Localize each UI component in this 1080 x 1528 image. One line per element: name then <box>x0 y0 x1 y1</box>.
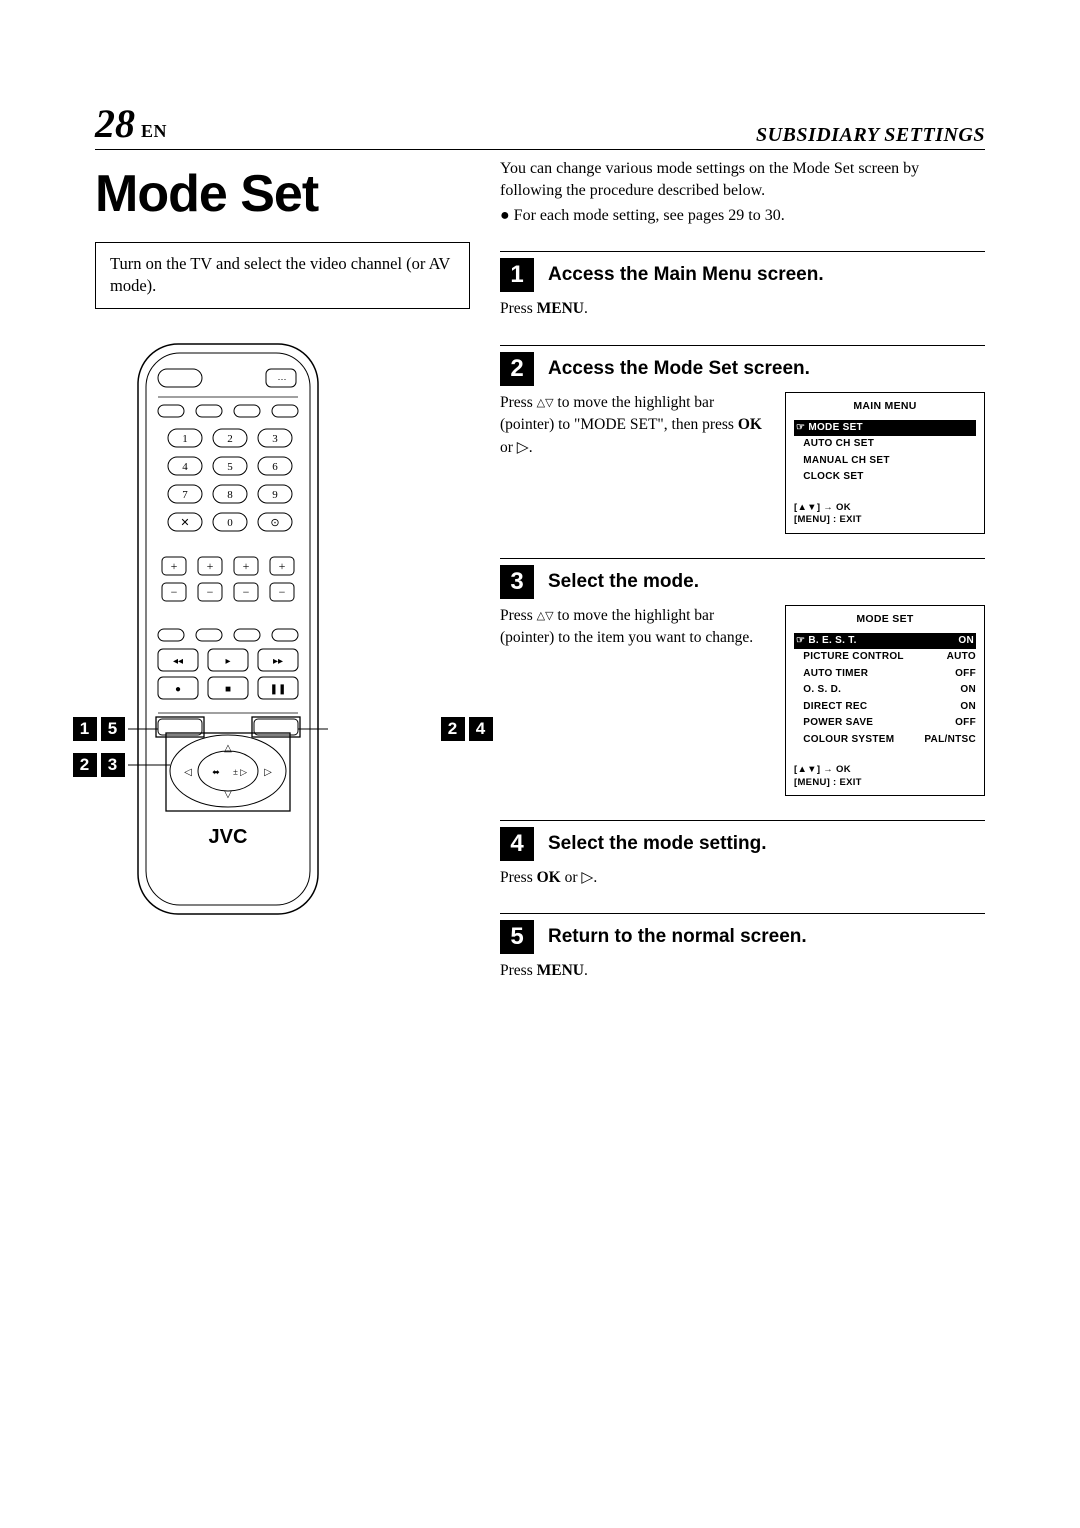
step-number: 4 <box>500 827 534 861</box>
step-text: Press MENU. <box>500 960 985 982</box>
page-header: 28 EN SUBSIDIARY SETTINGS <box>95 100 985 150</box>
callout-num: 1 <box>73 717 97 741</box>
section-title: SUBSIDIARY SETTINGS <box>756 124 985 147</box>
right-column: You can change various mode settings on … <box>500 158 985 1007</box>
osd-mode-set: MODE SET ☞ B. E. S. T.ON PICTURE CONTROL… <box>785 605 985 796</box>
osd-footer: [▲▼] → OK [MENU] : EXIT <box>794 502 976 527</box>
osd-row: O. S. D.ON <box>794 682 976 699</box>
step-number: 1 <box>500 258 534 292</box>
svg-text:5: 5 <box>227 461 233 473</box>
svg-text:+: + <box>170 559 177 573</box>
svg-text:−: − <box>206 585 213 599</box>
svg-text:⊙: ⊙ <box>270 517 279 529</box>
svg-text:▽: ▽ <box>224 789 232 800</box>
svg-text:−: − <box>278 585 285 599</box>
osd-title: MODE SET <box>794 612 976 627</box>
svg-text:◂◂: ◂◂ <box>172 656 182 667</box>
osd-row: CLOCK SET <box>794 469 976 486</box>
svg-text:●: ● <box>174 684 180 695</box>
svg-text:0: 0 <box>227 517 233 529</box>
main-title: Mode Set <box>95 164 470 224</box>
step-number: 2 <box>500 352 534 386</box>
step-text: Press △▽ to move the highlight bar (poin… <box>500 605 765 796</box>
step-title: Select the mode setting. <box>548 833 767 855</box>
osd-title: MAIN MENU <box>794 399 976 414</box>
svg-text:+: + <box>242 559 249 573</box>
svg-text:◁: ◁ <box>184 767 192 778</box>
content-columns: Mode Set Turn on the TV and select the v… <box>95 158 985 1007</box>
osd-rows: ☞ MODE SET AUTO CH SET MANUAL CH SET CLO… <box>794 420 976 486</box>
page-lang: EN <box>141 121 167 142</box>
osd-row: COLOUR SYSTEMPAL/NTSC <box>794 732 976 749</box>
osd-row: MANUAL CH SET <box>794 453 976 470</box>
callout-num: 5 <box>101 717 125 741</box>
osd-row: AUTO TIMEROFF <box>794 666 976 683</box>
svg-text:4: 4 <box>182 461 188 473</box>
osd-row: AUTO CH SET <box>794 436 976 453</box>
svg-text:JVC: JVC <box>208 826 247 848</box>
step-text: Press OK or ▷. <box>500 867 985 889</box>
callout-2-4: 2 4 <box>441 717 493 741</box>
svg-text:+: + <box>278 559 285 573</box>
svg-text:+: + <box>206 559 213 573</box>
remote-svg: ⋯ 1 2 3 4 5 6 7 8 9 ✕ 0 ⊙ + + + + − − − − <box>128 339 328 919</box>
step-4: 4 Select the mode setting. Press OK or ▷… <box>500 820 985 889</box>
svg-text:⋯: ⋯ <box>277 374 286 384</box>
svg-text:9: 9 <box>272 489 278 501</box>
svg-text:6: 6 <box>272 461 278 473</box>
step-title: Select the mode. <box>548 571 699 593</box>
step-title: Access the Mode Set screen. <box>548 358 810 380</box>
step-5: 5 Return to the normal screen. Press MEN… <box>500 913 985 982</box>
svg-text:■: ■ <box>224 684 230 695</box>
osd-row: ☞ MODE SET <box>794 420 976 437</box>
step-text: Press △▽ to move the highlight bar (poin… <box>500 392 765 534</box>
note-box: Turn on the TV and select the video chan… <box>95 242 470 309</box>
osd-main-menu: MAIN MENU ☞ MODE SET AUTO CH SET MANUAL … <box>785 392 985 534</box>
osd-row: POWER SAVEOFF <box>794 715 976 732</box>
svg-text:▷: ▷ <box>264 767 272 778</box>
svg-text:2: 2 <box>227 433 233 445</box>
svg-text:⬌: ⬌ <box>212 767 220 777</box>
step-3: 3 Select the mode. Press △▽ to move the … <box>500 558 985 796</box>
step-title: Return to the normal screen. <box>548 926 807 948</box>
step-number: 5 <box>500 920 534 954</box>
step-text: Press MENU. <box>500 298 985 320</box>
svg-text:7: 7 <box>182 489 188 501</box>
svg-text:△: △ <box>224 743 232 754</box>
osd-row: DIRECT RECON <box>794 699 976 716</box>
page-number-wrap: 28 EN <box>95 100 167 147</box>
svg-text:3: 3 <box>272 433 278 445</box>
step-1: 1 Access the Main Menu screen. Press MEN… <box>500 251 985 320</box>
osd-row: ☞ B. E. S. T.ON <box>794 633 976 650</box>
intro-bullet: ● For each mode setting, see pages 29 to… <box>500 205 985 227</box>
callout-num: 2 <box>441 717 465 741</box>
svg-text:−: − <box>170 585 177 599</box>
step-2: 2 Access the Mode Set screen. Press △▽ t… <box>500 345 985 534</box>
remote-illustration: 1 5 2 3 2 4 ⋯ <box>128 339 438 919</box>
svg-text:❚❚: ❚❚ <box>269 684 286 695</box>
svg-text:−: − <box>242 585 249 599</box>
callout-num: 2 <box>73 753 97 777</box>
callout-num: 3 <box>101 753 125 777</box>
svg-text:▸▸: ▸▸ <box>272 656 282 667</box>
callout-2-3: 2 3 <box>73 753 125 777</box>
svg-text:8: 8 <box>227 489 233 501</box>
osd-row: PICTURE CONTROLAUTO <box>794 649 976 666</box>
osd-footer: [▲▼] → OK [MENU] : EXIT <box>794 764 976 789</box>
osd-rows: ☞ B. E. S. T.ON PICTURE CONTROLAUTO AUTO… <box>794 633 976 749</box>
svg-text:✕: ✕ <box>180 517 189 529</box>
svg-text:1: 1 <box>182 433 188 445</box>
step-title: Access the Main Menu screen. <box>548 264 824 286</box>
svg-text:± ▷: ± ▷ <box>232 767 246 777</box>
callout-num: 4 <box>469 717 493 741</box>
intro-text: You can change various mode settings on … <box>500 158 985 227</box>
step-number: 3 <box>500 565 534 599</box>
svg-text:▸: ▸ <box>225 656 230 667</box>
page-number: 28 <box>95 100 135 147</box>
left-column: Mode Set Turn on the TV and select the v… <box>95 158 470 1007</box>
callout-1-5: 1 5 <box>73 717 125 741</box>
intro-line: You can change various mode settings on … <box>500 158 985 203</box>
